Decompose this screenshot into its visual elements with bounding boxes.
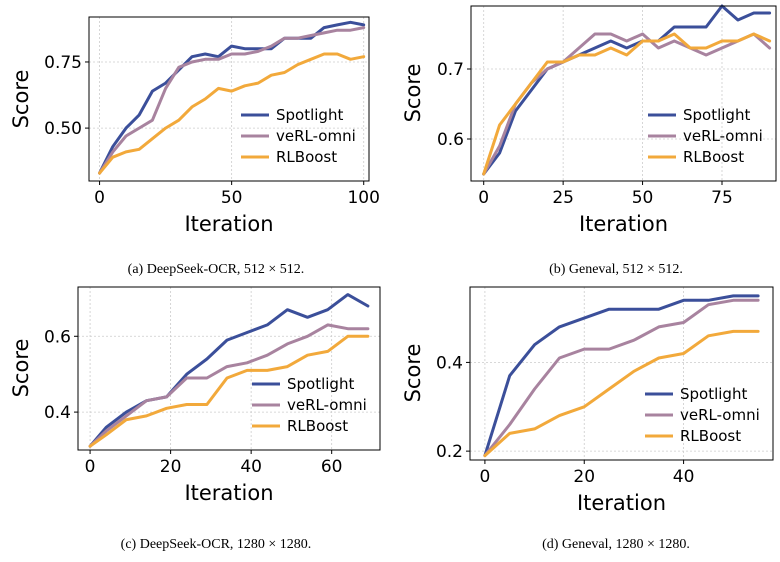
legend-label: veRL-omni [683,127,763,145]
legend-label: RLBoost [683,148,744,166]
x-tick-label: 50 [221,188,243,208]
y-tick-label: 0.6 [44,327,71,347]
series-line-rlboost [483,329,760,458]
chart-panel-1: 0 25 50 75 0.6 0.7 Iteration Score Spotlight veRL… [401,4,777,277]
plot-frame [77,286,381,451]
x-tick-label: 0 [94,188,105,208]
y-tick-label: 0.7 [437,60,464,80]
x-tick-label: 0 [85,457,96,477]
plot-frame [470,5,777,182]
chart-panel-0: 0 50 100 0.50 0.75 Iteration Score Spotlight veR… [9,16,380,277]
y-tick-label: 0.75 [44,53,82,73]
series-line-spotlight [483,294,760,458]
y-tick-label: 0.2 [436,442,463,462]
series-line-spotlight [88,293,370,448]
x-tick-label: 20 [160,457,182,477]
x-tick-label: 25 [552,188,574,208]
x-axis-label: Iteration [184,212,273,236]
y-axis-label: Score [401,344,425,403]
y-tick-label: 0.6 [437,130,464,150]
legend-label: Spotlight [276,106,343,124]
x-tick-label: 50 [632,188,654,208]
legend-label: RLBoost [276,148,337,166]
x-axis-label: Iteration [579,212,668,236]
plot-frame [469,286,774,461]
x-tick-label: 0 [478,188,489,208]
x-axis-label: Iteration [184,481,273,505]
legend-label: Spotlight [680,385,747,403]
legend-label: veRL-omni [287,396,367,414]
x-tick-label: 40 [673,467,695,487]
x-tick-label: 60 [321,457,343,477]
series-line-verl-omni [98,26,366,175]
y-axis-label: Score [9,70,33,129]
x-tick-label: 40 [240,457,262,477]
legend-label: RLBoost [287,417,348,435]
series-line-rlboost [98,52,366,175]
x-tick-label: 0 [479,467,490,487]
legend-label: Spotlight [287,375,354,393]
chart-panel-2: 0 20 40 60 0.4 0.6 Iteration Score Spotlight veRL… [9,286,381,552]
series-line-spotlight [98,20,366,175]
series-line-verl-omni [483,298,760,458]
panel-caption: (d) Geneval, 1280 × 1280. [542,537,690,552]
x-tick-label: 20 [573,467,595,487]
series-line-rlboost [482,32,772,176]
legend-label: veRL-omni [276,127,356,145]
y-tick-label: 0.50 [44,119,82,139]
legend-label: veRL-omni [680,406,760,424]
y-tick-label: 0.4 [436,353,463,373]
x-tick-label: 100 [347,188,379,208]
x-axis-label: Iteration [577,491,666,515]
series-line-verl-omni [88,323,370,448]
legend-label: RLBoost [680,427,741,445]
panel-caption: (b) Geneval, 512 × 512. [549,262,683,277]
plot-frame [88,16,370,182]
panel-caption: (c) DeepSeek-OCR, 1280 × 1280. [121,537,312,552]
chart-panel-3: 0 20 40 0.2 0.4 Iteration Score Spotlight veRL-o… [401,286,774,552]
legend-label: Spotlight [683,106,750,124]
y-tick-label: 0.4 [44,403,71,423]
y-axis-label: Score [401,64,425,123]
panel-caption: (a) DeepSeek-OCR, 512 × 512. [128,262,305,277]
y-axis-label: Score [9,339,33,398]
series-line-rlboost [88,334,370,448]
x-tick-label: 75 [711,188,733,208]
